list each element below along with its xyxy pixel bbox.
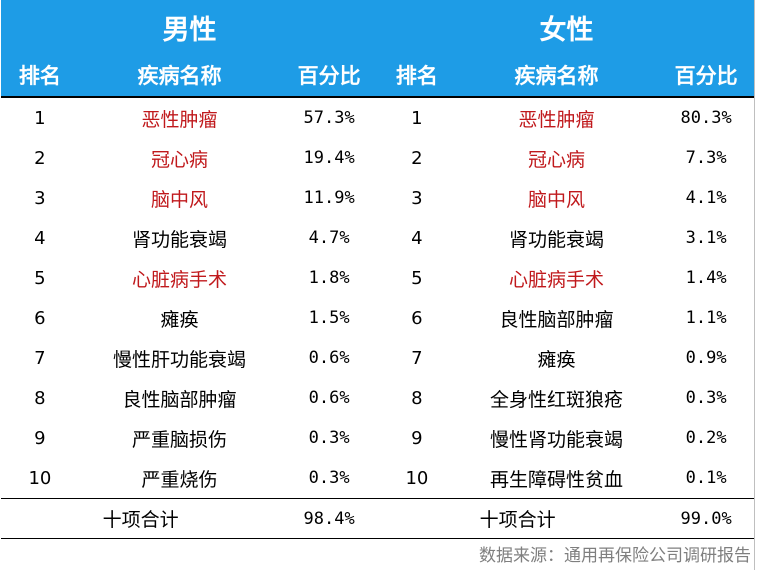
pct-cell-male: 4.7% — [308, 228, 350, 248]
disease-cell-female: 全身性红斑狼疮 — [490, 388, 624, 411]
rank-cell-male: 5 — [34, 267, 46, 289]
table-row: 9 严重脑损伤 0.3% 9 慢性肾功能衰竭 0.2% — [1, 418, 755, 458]
totals-label-male: 十项合计 — [102, 509, 179, 531]
disease-cell-female: 瘫痪 — [537, 348, 576, 371]
pct-cell-male: 11.9% — [303, 188, 355, 208]
rank-cell-female: 6 — [411, 307, 423, 329]
pct-cell-female: 7.3% — [685, 148, 727, 168]
disease-cell-male: 良性脑部肿瘤 — [122, 388, 237, 411]
pct-cell-male: 19.4% — [303, 148, 355, 168]
disease-cell-male: 心脏病手术 — [132, 268, 228, 291]
rank-cell-male: 9 — [34, 427, 46, 449]
pct-cell-male: 0.6% — [308, 388, 350, 408]
disease-cell-male: 恶性肿瘤 — [141, 108, 218, 131]
rank-cell-male: 7 — [34, 347, 46, 369]
table-row: 5 心脏病手术 1.8% 5 心脏病手术 1.4% — [1, 258, 755, 298]
pct-cell-male: 0.6% — [308, 348, 350, 368]
disease-cell-female: 脑中风 — [528, 188, 586, 211]
rank-cell-male: 6 — [34, 307, 46, 329]
rank-cell-female: 5 — [411, 267, 423, 289]
data-source-note: 数据来源：通用再保险公司调研报告 — [479, 546, 751, 566]
disease-cell-male: 肾功能衰竭 — [132, 228, 228, 251]
pct-cell-male: 0.3% — [308, 428, 350, 448]
col-header-disease-male: 疾病名称 — [137, 64, 222, 88]
rank-cell-female: 1 — [411, 107, 423, 129]
rank-cell-male: 4 — [34, 227, 46, 249]
totals-label-female: 十项合计 — [479, 509, 556, 531]
pct-cell-female: 0.9% — [685, 348, 727, 368]
pct-cell-male: 1.5% — [308, 308, 350, 328]
rank-cell-female: 2 — [411, 147, 423, 169]
pct-cell-female: 3.1% — [685, 228, 727, 248]
totals-pct-female: 99.0% — [680, 508, 732, 529]
disease-cell-male: 脑中风 — [151, 188, 209, 211]
col-header-rank-female: 排名 — [395, 64, 438, 88]
table-header: 男性 女性 排名 疾病名称 百分比 排名 疾病名称 百分比 — [1, 0, 755, 96]
table-body: 1 恶性肿瘤 57.3% 1 恶性肿瘤 80.3% 2 冠心病 19.4% 2 冠心病 7.3% 3 脑中… — [1, 98, 755, 498]
pct-cell-female: 0.2% — [685, 428, 727, 448]
pct-cell-female: 1.4% — [685, 268, 727, 288]
rank-cell-female: 3 — [411, 187, 423, 209]
disease-cell-male: 瘫痪 — [160, 308, 199, 331]
table-row: 3 脑中风 11.9% 3 脑中风 4.1% — [1, 178, 755, 218]
disease-cell-male: 严重脑损伤 — [132, 428, 228, 451]
disease-cell-male: 严重烧伤 — [141, 468, 218, 491]
rank-cell-female: 7 — [411, 347, 423, 369]
col-header-rank-male: 排名 — [18, 64, 61, 88]
pct-cell-female: 0.3% — [685, 388, 727, 408]
disease-cell-female: 慢性肾功能衰竭 — [490, 428, 624, 451]
disease-cell-female: 心脏病手术 — [509, 268, 605, 291]
pct-cell-female: 0.1% — [685, 468, 727, 488]
rank-cell-male: 8 — [34, 387, 46, 409]
female-group-title: 女性 — [539, 14, 594, 46]
rank-cell-female: 8 — [411, 387, 423, 409]
male-group-title: 男性 — [162, 14, 217, 46]
table-row: 10 严重烧伤 0.3% 10 再生障碍性贫血 0.1% — [1, 458, 755, 498]
rank-cell-female: 4 — [411, 227, 423, 249]
table-row: 6 瘫痪 1.5% 6 良性脑部肿瘤 1.1% — [1, 298, 755, 338]
table-row: 7 慢性肝功能衰竭 0.6% 7 瘫痪 0.9% — [1, 338, 755, 378]
rank-cell-male: 3 — [34, 187, 46, 209]
totals-pct-male: 98.4% — [303, 508, 355, 529]
col-header-disease-female: 疾病名称 — [514, 64, 599, 88]
rank-cell-male: 10 — [28, 467, 52, 489]
disease-cell-male: 慢性肝功能衰竭 — [113, 348, 247, 371]
col-header-pct-male: 百分比 — [297, 64, 361, 88]
disease-cell-female: 恶性肿瘤 — [518, 108, 595, 131]
col-header-pct-female: 百分比 — [674, 64, 738, 88]
header-rule — [1, 96, 755, 98]
table-row: 1 恶性肿瘤 57.3% 1 恶性肿瘤 80.3% — [1, 98, 755, 138]
disease-cell-female: 良性脑部肿瘤 — [499, 308, 614, 331]
pct-cell-male: 1.8% — [308, 268, 350, 288]
table-row: 4 肾功能衰竭 4.7% 4 肾功能衰竭 3.1% — [1, 218, 755, 258]
rank-cell-female: 10 — [405, 467, 429, 489]
disease-cell-female: 冠心病 — [528, 148, 586, 171]
pct-cell-male: 0.3% — [308, 468, 350, 488]
pct-cell-female: 4.1% — [685, 188, 727, 208]
pct-cell-male: 57.3% — [303, 108, 355, 128]
rank-cell-male: 2 — [34, 147, 46, 169]
totals-row: 十项合计 98.4% 十项合计 99.0% — [1, 498, 755, 539]
disease-cell-female: 肾功能衰竭 — [509, 228, 605, 251]
pct-cell-female: 1.1% — [685, 308, 727, 328]
pct-cell-female: 80.3% — [680, 108, 732, 128]
disease-cell-male: 冠心病 — [151, 148, 209, 171]
rank-cell-male: 1 — [34, 107, 46, 129]
table-row: 8 良性脑部肿瘤 0.6% 8 全身性红斑狼疮 0.3% — [1, 378, 755, 418]
disease-ranking-table: 男性 女性 排名 疾病名称 百分比 排名 疾病名称 百分比 1 恶性肿瘤 57.3%… — [1, 0, 755, 539]
rank-cell-female: 9 — [411, 427, 423, 449]
table-row: 2 冠心病 19.4% 2 冠心病 7.3% — [1, 138, 755, 178]
disease-cell-female: 再生障碍性贫血 — [490, 468, 624, 491]
